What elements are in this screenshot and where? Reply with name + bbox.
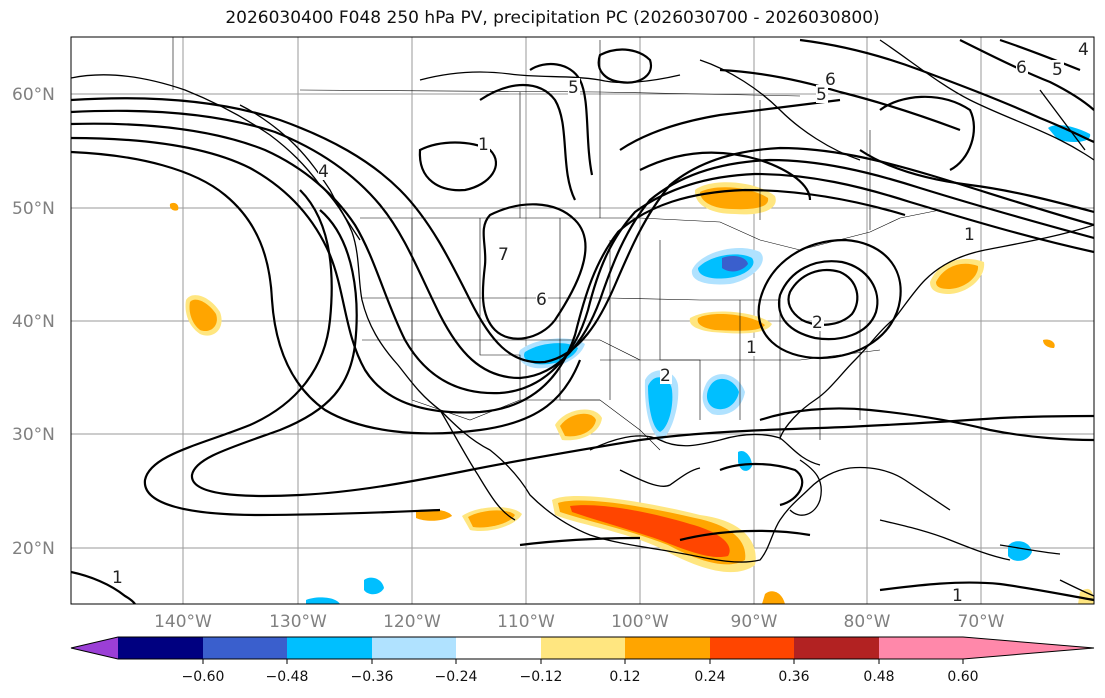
colorbar-extend-high xyxy=(963,637,1094,659)
lon-label: 140°W xyxy=(154,612,212,632)
colorbar-bin xyxy=(118,637,203,659)
colorbar-tick-label: −0.48 xyxy=(266,669,309,685)
lat-label: 20°N xyxy=(12,539,55,559)
contour-label: 1 xyxy=(746,338,757,358)
colorbar-tick-label: 0.48 xyxy=(863,669,894,685)
lon-label: 90°W xyxy=(731,612,778,632)
colorbar-bin xyxy=(541,637,625,659)
lon-label: 120°W xyxy=(383,612,441,632)
colorbar-tick-label: 0.12 xyxy=(609,669,640,685)
colorbar-tick-label: 0.60 xyxy=(947,669,978,685)
colorbar-bin xyxy=(203,637,287,659)
contour-label: 5 xyxy=(568,78,579,98)
lon-label: 70°W xyxy=(958,612,1005,632)
contour-label: 5 xyxy=(1052,60,1063,80)
lat-label: 50°N xyxy=(12,199,55,219)
colorbar-bin xyxy=(287,637,372,659)
pv-contours xyxy=(71,38,1094,604)
colorbar-tick-label: −0.24 xyxy=(435,669,478,685)
precip-positive-areas xyxy=(169,182,1094,604)
contour-label: 1 xyxy=(964,225,975,245)
colorbar-bin xyxy=(794,637,879,659)
contour-label: 5 xyxy=(816,85,827,105)
colorbar-tick-labels: −0.60 −0.48 −0.36 −0.24 −0.12 0.12 0.24 … xyxy=(182,669,979,685)
contour-label: 4 xyxy=(1078,40,1089,60)
colorbar-bin xyxy=(625,637,710,659)
lon-label: 100°W xyxy=(611,612,669,632)
contour-label: 1 xyxy=(112,568,123,588)
lon-label: 130°W xyxy=(269,612,327,632)
contour-label: 2 xyxy=(812,313,823,333)
contour-label: 1 xyxy=(478,135,489,155)
lat-label: 30°N xyxy=(12,425,55,445)
colorbar-outline xyxy=(70,636,1095,660)
contour-label: 2 xyxy=(660,366,671,386)
contour-label: 1 xyxy=(952,586,963,606)
lat-label: 40°N xyxy=(12,312,55,332)
colorbar-tick-label: 0.24 xyxy=(694,669,725,685)
lat-label: 60°N xyxy=(12,85,55,105)
lon-label: 80°W xyxy=(844,612,891,632)
colorbar-tick-label: 0.36 xyxy=(778,669,809,685)
contour-labels: 4 1 7 6 5 6 5 2 1 2 1 1 1 6 xyxy=(112,40,1090,606)
contour-label: 4 xyxy=(318,162,329,182)
coastlines xyxy=(71,39,1094,597)
colorbar-bin xyxy=(879,637,963,659)
colorbar-tick-label: −0.36 xyxy=(351,669,394,685)
colorbar: −0.60 −0.48 −0.36 −0.24 −0.12 0.12 0.24 … xyxy=(70,636,1095,685)
colorbar-tick-label: −0.12 xyxy=(520,669,563,685)
lon-label: 110°W xyxy=(497,612,555,632)
colorbar-bin xyxy=(456,637,541,659)
contour-label: 6 xyxy=(536,290,547,310)
colorbar-extend-low xyxy=(71,637,118,659)
map-title: 2026030400 F048 250 hPa PV, precipitatio… xyxy=(225,8,880,28)
contour-label: 7 xyxy=(498,245,509,265)
precip-negative-areas xyxy=(306,125,1091,604)
latitude-labels: 60°N 50°N 40°N 30°N 20°N xyxy=(12,85,55,559)
colorbar-tick-label: −0.60 xyxy=(182,669,225,685)
map-frame xyxy=(70,36,1095,605)
contour-label: 6 xyxy=(1016,58,1027,78)
longitude-labels: 140°W 130°W 120°W 110°W 100°W 90°W 80°W … xyxy=(154,612,1005,632)
colorbar-bin xyxy=(710,637,794,659)
colorbar-bin xyxy=(372,637,456,659)
contour-label: 6 xyxy=(825,70,836,90)
